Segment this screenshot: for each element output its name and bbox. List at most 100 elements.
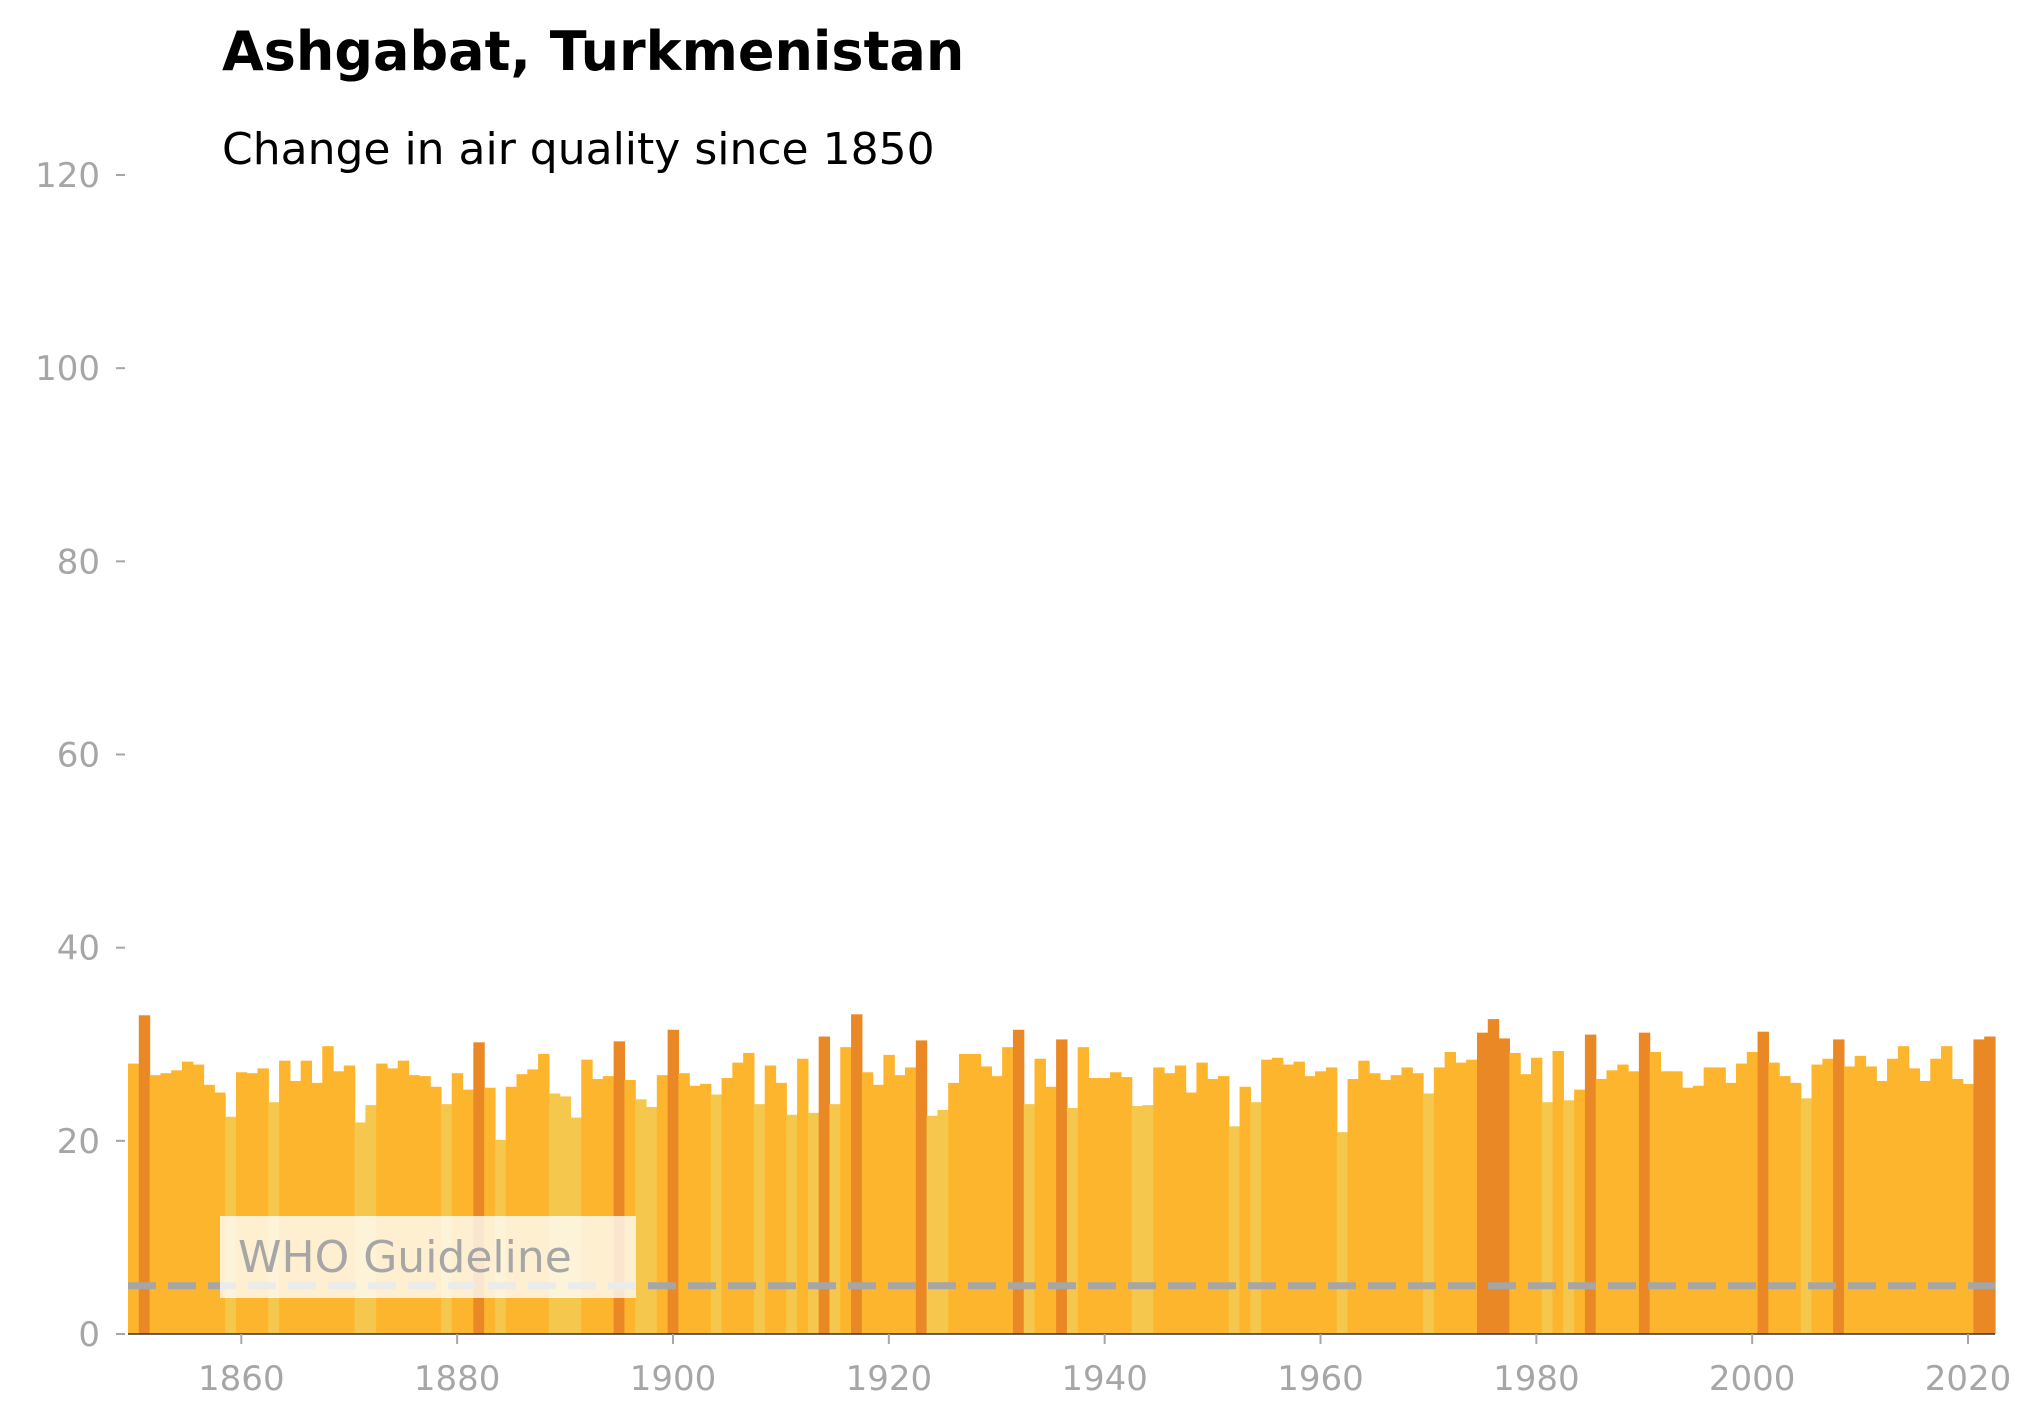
bar-1945 [1153,1067,1165,1334]
bar-1890 [559,1096,572,1334]
bar-1932 [1012,1029,1025,1334]
bar-1976 [1487,1019,1500,1334]
bar-1977 [1498,1038,1510,1334]
y-tick-label-120: 120 [35,156,100,196]
bar-1956 [1271,1057,1284,1334]
bar-1953 [1239,1086,1251,1334]
bar-2009 [1843,1066,1856,1334]
bar-1966 [1379,1079,1392,1334]
bar-2022 [1984,1036,1996,1334]
bar-1954 [1250,1102,1262,1334]
y-tick-label-20: 20 [57,1122,100,1162]
x-tick-label-1860: 1860 [198,1359,285,1399]
bar-1893 [592,1079,604,1334]
bar-1882 [473,1042,485,1334]
chart-subtitle: Change in air quality since 1850 [222,124,935,175]
bar-1948 [1185,1092,1197,1334]
bar-1982 [1552,1051,1564,1334]
bar-1873 [376,1063,388,1334]
bar-1869 [333,1071,345,1334]
x-axis: 1860 1880 1900 1920 1940 1960 1980 2000 2020 [128,1333,2012,1399]
bar-1961 [1325,1067,1338,1334]
bar-1858 [214,1092,226,1334]
bar-1942 [1120,1077,1133,1334]
bar-1996 [1703,1067,1716,1334]
x-tick-label-1960: 1960 [1277,1359,1364,1399]
bar-1855 [181,1061,194,1334]
bar-1877 [419,1076,431,1334]
bar-1912 [797,1058,809,1334]
bar-1910 [775,1082,787,1334]
bar-1939 [1088,1078,1100,1334]
bar-1980 [1530,1057,1543,1334]
bar-1909 [764,1065,777,1334]
bar-1988 [1617,1064,1629,1334]
x-tick-label-1920: 1920 [846,1359,933,1399]
bar-1892 [581,1059,593,1334]
bar-1850 [128,1063,140,1334]
bar-1949 [1196,1062,1208,1334]
bar-1979 [1520,1074,1532,1334]
bar-1995 [1692,1085,1705,1334]
who-guideline-label-box [220,1216,636,1298]
x-tick-label-2020: 2020 [1925,1359,2012,1399]
bar-1998 [1725,1082,1737,1334]
bar-1908 [753,1104,766,1334]
bar-1959 [1304,1076,1316,1334]
bar-1903 [699,1083,712,1334]
bar-2018 [1941,1046,1953,1334]
bar-1914 [818,1036,831,1334]
bar-1900 [667,1029,679,1334]
y-tick-label-0: 0 [78,1315,100,1355]
bar-1894 [602,1076,615,1334]
bar-1962 [1336,1132,1349,1334]
bar-1985 [1584,1034,1597,1334]
x-tick-label-1940: 1940 [1061,1359,1148,1399]
bar-1916 [840,1047,852,1334]
bar-2007 [1822,1058,1834,1334]
bar-1938 [1077,1047,1090,1334]
y-tick-label-80: 80 [57,542,100,582]
y-tick-label-60: 60 [57,736,100,776]
bar-1906 [732,1062,744,1334]
bar-1981 [1541,1102,1554,1334]
bar-1975 [1476,1032,1489,1334]
bar-1991 [1649,1051,1662,1334]
bar-1928 [969,1053,982,1334]
bar-1895 [613,1041,626,1334]
bar-1868 [322,1046,334,1334]
bar-1922 [905,1067,917,1334]
bar-1957 [1282,1064,1295,1334]
y-tick-label-100: 100 [35,349,100,389]
y-tick-label-40: 40 [57,929,100,969]
bar-2008 [1833,1039,1845,1334]
bar-1878 [430,1086,442,1334]
bar-1973 [1455,1062,1467,1334]
bar-1905 [721,1078,733,1334]
bar-1972 [1444,1051,1456,1334]
bar-1971 [1433,1067,1446,1334]
bar-1924 [926,1115,938,1334]
bar-2017 [1930,1058,1942,1334]
bar-1881 [462,1089,474,1334]
bar-1860 [235,1072,248,1334]
bar-1897 [635,1099,647,1334]
bar-1911 [786,1114,798,1334]
bar-2004 [1789,1082,1802,1334]
bar-2019 [1951,1079,1964,1334]
bar-1997 [1714,1067,1726,1334]
bar-1875 [397,1060,410,1334]
bar-1964 [1358,1060,1370,1334]
bar-1969 [1412,1073,1424,1334]
bar-1929 [980,1066,992,1334]
bar-2011 [1865,1066,1877,1334]
bar-1904 [710,1094,723,1334]
bar-1984 [1574,1089,1586,1334]
bar-1934 [1034,1058,1046,1334]
bar-1987 [1606,1070,1618,1334]
bar-1856 [192,1064,205,1334]
bar-1963 [1347,1079,1359,1334]
bar-1951 [1217,1076,1230,1334]
bar-1937 [1066,1108,1079,1334]
bar-1851 [138,1015,151,1334]
